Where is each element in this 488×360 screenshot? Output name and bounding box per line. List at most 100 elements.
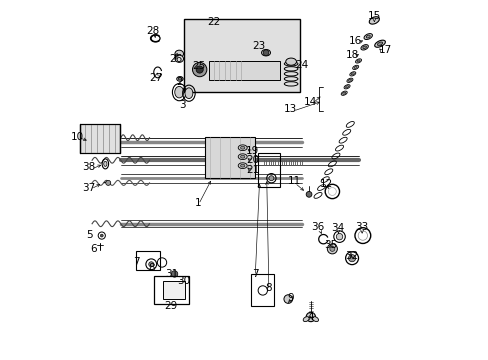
Text: 31: 31 [165, 269, 178, 279]
Ellipse shape [261, 49, 270, 56]
Ellipse shape [350, 73, 354, 75]
Bar [204, 137, 255, 178]
Circle shape [268, 176, 273, 181]
Text: 26: 26 [169, 54, 183, 64]
Ellipse shape [377, 42, 382, 45]
Text: 19: 19 [245, 145, 259, 156]
Ellipse shape [240, 164, 244, 167]
Circle shape [336, 233, 342, 240]
Text: 37: 37 [81, 183, 95, 193]
Text: 12: 12 [319, 179, 332, 189]
Ellipse shape [360, 45, 367, 50]
Text: 34: 34 [330, 224, 344, 233]
Ellipse shape [303, 317, 308, 321]
Text: 30: 30 [177, 276, 190, 286]
Circle shape [148, 262, 153, 267]
Text: 36: 36 [311, 222, 324, 232]
Text: 8: 8 [265, 283, 272, 293]
Ellipse shape [240, 155, 244, 158]
Ellipse shape [344, 85, 349, 89]
Ellipse shape [238, 145, 247, 150]
Text: 14: 14 [304, 97, 317, 107]
Ellipse shape [342, 92, 345, 94]
Text: 25: 25 [192, 61, 205, 71]
Bar [80, 125, 120, 153]
Ellipse shape [352, 65, 358, 69]
Text: 17: 17 [378, 45, 391, 55]
Ellipse shape [175, 55, 183, 62]
Bar [250, 274, 274, 306]
Ellipse shape [312, 317, 318, 321]
Text: 16: 16 [348, 36, 362, 46]
Text: 32: 32 [344, 251, 357, 261]
Text: 5: 5 [86, 230, 93, 239]
Ellipse shape [362, 46, 366, 49]
Bar [136, 251, 159, 270]
Ellipse shape [184, 88, 192, 99]
Text: 13: 13 [283, 104, 296, 114]
Ellipse shape [353, 66, 356, 68]
Ellipse shape [238, 163, 247, 168]
Bar [208, 60, 280, 80]
Circle shape [284, 295, 292, 303]
Circle shape [100, 234, 103, 237]
Text: 1: 1 [194, 198, 201, 208]
Text: 24: 24 [295, 59, 308, 69]
Ellipse shape [348, 79, 351, 81]
Circle shape [329, 246, 334, 251]
Circle shape [326, 244, 337, 254]
Ellipse shape [240, 146, 244, 149]
Circle shape [305, 192, 311, 197]
Text: 28: 28 [146, 26, 160, 36]
Ellipse shape [355, 59, 361, 63]
Text: 10: 10 [71, 132, 84, 142]
Ellipse shape [175, 50, 183, 57]
Ellipse shape [103, 161, 107, 166]
Ellipse shape [349, 72, 355, 76]
Text: 15: 15 [367, 11, 380, 21]
Text: 7: 7 [133, 257, 139, 267]
Ellipse shape [341, 91, 346, 95]
Ellipse shape [346, 78, 352, 82]
Text: 38: 38 [81, 162, 95, 172]
Ellipse shape [368, 17, 379, 24]
Ellipse shape [356, 60, 359, 62]
Text: 21: 21 [245, 165, 259, 175]
Text: 27: 27 [149, 73, 162, 83]
Circle shape [171, 271, 178, 277]
Circle shape [192, 62, 206, 77]
Circle shape [305, 312, 315, 321]
Text: 7: 7 [251, 269, 258, 279]
Text: 18: 18 [345, 50, 358, 60]
Ellipse shape [174, 86, 183, 98]
Bar [183, 19, 300, 92]
Circle shape [196, 66, 203, 73]
Bar [163, 281, 184, 299]
Ellipse shape [178, 78, 181, 80]
Text: 4: 4 [307, 312, 313, 322]
Text: 33: 33 [355, 222, 368, 232]
Ellipse shape [285, 58, 296, 65]
Text: 3: 3 [179, 100, 186, 110]
Text: 9: 9 [286, 293, 293, 303]
Ellipse shape [366, 35, 369, 38]
Circle shape [105, 180, 110, 185]
Text: 22: 22 [207, 17, 220, 27]
Text: 20: 20 [245, 155, 259, 165]
Text: 23: 23 [252, 41, 265, 50]
Text: 35: 35 [323, 240, 337, 250]
Ellipse shape [238, 154, 247, 159]
Bar [258, 153, 280, 187]
Text: 2: 2 [176, 77, 182, 87]
Ellipse shape [176, 77, 183, 81]
Ellipse shape [345, 86, 348, 88]
Circle shape [348, 255, 355, 262]
Text: 29: 29 [164, 301, 177, 311]
Ellipse shape [363, 33, 372, 40]
Ellipse shape [374, 40, 385, 47]
Circle shape [263, 50, 268, 55]
Text: 6: 6 [90, 244, 97, 254]
Text: 8: 8 [148, 263, 154, 273]
Bar [154, 276, 189, 304]
Text: 11: 11 [287, 176, 300, 186]
